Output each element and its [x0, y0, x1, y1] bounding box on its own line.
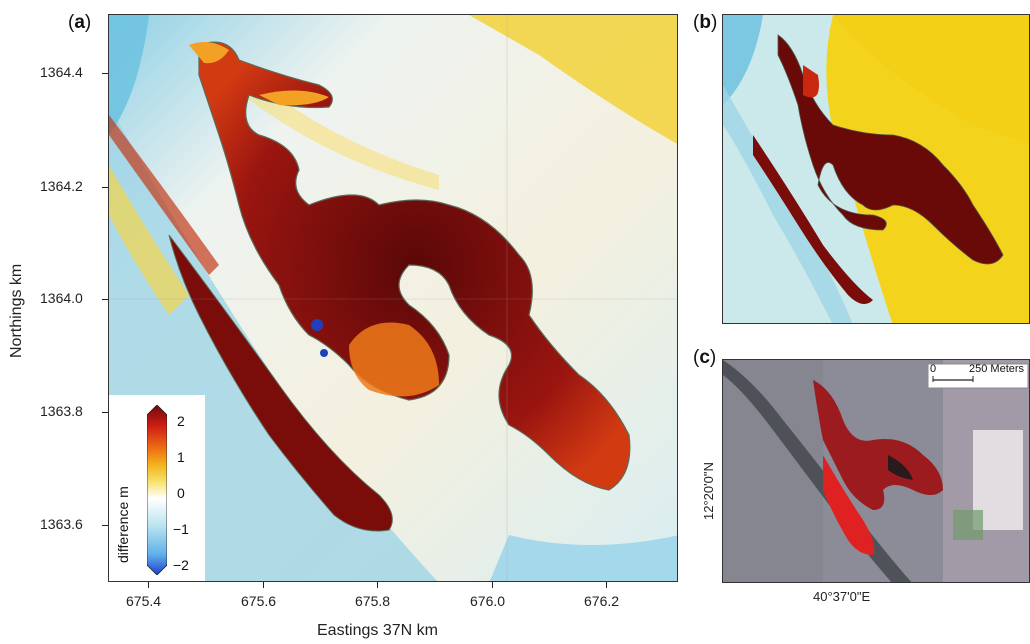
colorbar-tick: 1	[177, 449, 185, 465]
x-tick-label: 675.6	[241, 593, 277, 609]
colorbar-title: difference m	[115, 486, 131, 563]
scalebar-start-label: 0	[930, 363, 937, 375]
y-tick-label: 1363.8	[40, 403, 83, 419]
lava-flow-main	[198, 41, 631, 491]
panel-b-map	[722, 14, 1030, 324]
y-tick-mark	[102, 73, 108, 74]
y-tick-mark	[102, 412, 108, 413]
panel-c-image	[723, 360, 1029, 582]
y-tick-mark	[102, 299, 108, 300]
x-tick-mark	[606, 582, 607, 588]
panel-b-label: (b)	[693, 12, 718, 33]
lava-flow	[777, 34, 1004, 265]
x-tick-label: 676.0	[470, 593, 506, 609]
main-map-frame: difference m 2 1 0 −1 −2	[108, 14, 678, 582]
colorbar-legend: difference m 2 1 0 −1 −2	[109, 395, 205, 581]
scalebar-box	[927, 363, 1029, 389]
hot-lava-signature	[823, 455, 875, 555]
colorbar-tick: −1	[173, 521, 189, 537]
x-axis-title: Eastings 37N km	[317, 622, 438, 639]
lava-flow-ridge	[168, 234, 393, 532]
blue-valley-northwest	[109, 15, 149, 135]
y-tick-label: 1364.4	[40, 64, 83, 80]
scalebar-end-label: 250 Meters	[969, 363, 1025, 375]
panel-c-satellite: 0 250 Meters	[722, 359, 1030, 583]
x-tick-mark	[263, 582, 264, 588]
yellow-upland-northeast	[469, 15, 677, 144]
panel-b-image	[723, 15, 1029, 323]
x-tick-mark	[148, 582, 149, 588]
x-tick-label: 675.8	[355, 593, 391, 609]
y-tick-label: 1364.0	[40, 290, 83, 306]
blue-valley-south	[489, 535, 677, 581]
panel-c-label: (c)	[693, 347, 717, 368]
inset-y-label: 12°20'0"N	[701, 462, 716, 520]
y-axis-title: Northings km	[8, 263, 25, 358]
colorbar-tick: 2	[177, 413, 185, 429]
x-tick-label: 675.4	[126, 593, 162, 609]
colorbar-tick: −2	[173, 557, 189, 573]
y-tick-label: 1364.2	[40, 178, 83, 194]
x-tick-mark	[377, 582, 378, 588]
x-tick-mark	[492, 582, 493, 588]
colorbar-gradient	[147, 405, 167, 575]
y-tick-mark	[102, 525, 108, 526]
colorbar-tick: 0	[177, 485, 185, 501]
panel-a-label: (a)	[68, 12, 92, 33]
y-tick-label: 1363.6	[40, 516, 83, 532]
y-tick-mark	[102, 187, 108, 188]
x-tick-label: 676.2	[584, 593, 620, 609]
inset-x-label: 40°37'0"E	[813, 589, 871, 604]
